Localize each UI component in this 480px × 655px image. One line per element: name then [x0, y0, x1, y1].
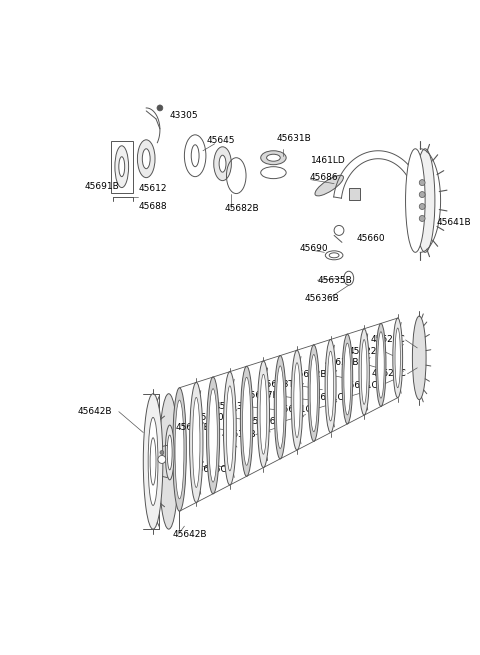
Text: 45632B: 45632B: [222, 430, 256, 439]
Text: 45633B: 45633B: [215, 402, 250, 411]
Ellipse shape: [142, 149, 150, 169]
Circle shape: [158, 455, 166, 464]
Ellipse shape: [148, 417, 158, 506]
Ellipse shape: [378, 331, 384, 398]
Text: 45626B: 45626B: [248, 417, 283, 426]
Ellipse shape: [406, 149, 425, 252]
Text: 45623T: 45623T: [261, 381, 295, 389]
Text: 45635B: 45635B: [317, 276, 352, 285]
Ellipse shape: [395, 328, 400, 388]
Circle shape: [334, 225, 344, 235]
Text: 45691B: 45691B: [84, 182, 120, 191]
Text: 45624C: 45624C: [370, 335, 405, 345]
Ellipse shape: [165, 425, 174, 480]
Ellipse shape: [260, 374, 267, 454]
Bar: [111, 141, 132, 193]
Ellipse shape: [294, 363, 300, 438]
Circle shape: [419, 204, 425, 210]
Text: 45686: 45686: [310, 173, 338, 182]
Text: 45622B: 45622B: [349, 347, 384, 356]
Text: 45622B: 45622B: [324, 358, 359, 367]
Text: 45627B: 45627B: [244, 391, 279, 400]
Text: 45631B: 45631B: [276, 134, 311, 143]
Ellipse shape: [361, 339, 367, 404]
Ellipse shape: [261, 151, 286, 164]
Ellipse shape: [257, 361, 270, 468]
Circle shape: [160, 451, 164, 455]
Bar: [349, 187, 360, 200]
Text: 45612: 45612: [138, 184, 167, 193]
Text: 45621C: 45621C: [310, 393, 344, 402]
Ellipse shape: [412, 316, 426, 400]
Text: 1461LD: 1461LD: [311, 156, 346, 165]
Ellipse shape: [175, 400, 184, 499]
Text: 45641B: 45641B: [437, 218, 471, 227]
Ellipse shape: [415, 149, 435, 252]
Ellipse shape: [173, 388, 186, 511]
Circle shape: [419, 179, 425, 185]
Text: 45625C: 45625C: [192, 465, 227, 474]
Ellipse shape: [214, 147, 231, 181]
Ellipse shape: [159, 394, 179, 529]
Text: 43305: 43305: [170, 111, 198, 121]
Ellipse shape: [310, 354, 317, 432]
Ellipse shape: [150, 438, 156, 485]
Ellipse shape: [327, 351, 334, 421]
Text: 45642B: 45642B: [173, 530, 207, 538]
Ellipse shape: [209, 388, 217, 482]
Ellipse shape: [315, 176, 344, 196]
Text: 45636B: 45636B: [305, 293, 339, 303]
Text: 45682B: 45682B: [225, 204, 259, 213]
Text: 45621C: 45621C: [344, 381, 379, 390]
Ellipse shape: [240, 366, 253, 476]
Text: 45637B: 45637B: [176, 423, 210, 432]
Ellipse shape: [308, 345, 319, 441]
Text: 45642B: 45642B: [78, 407, 112, 416]
Ellipse shape: [227, 386, 233, 471]
Ellipse shape: [274, 356, 286, 458]
Text: 45645: 45645: [207, 136, 235, 145]
Ellipse shape: [191, 145, 199, 166]
Text: 45690: 45690: [300, 244, 328, 253]
Circle shape: [157, 105, 163, 111]
Ellipse shape: [376, 324, 386, 407]
Ellipse shape: [192, 398, 200, 487]
Ellipse shape: [119, 157, 125, 177]
Text: 45688: 45688: [138, 202, 167, 211]
Text: 45650B: 45650B: [195, 413, 230, 422]
Ellipse shape: [242, 377, 251, 465]
Text: 45621C: 45621C: [277, 405, 312, 414]
Ellipse shape: [276, 366, 284, 449]
Ellipse shape: [190, 383, 203, 502]
Text: 45621C: 45621C: [372, 369, 406, 379]
Circle shape: [419, 191, 425, 198]
Ellipse shape: [342, 334, 353, 424]
Ellipse shape: [184, 135, 206, 177]
Ellipse shape: [393, 318, 403, 398]
Ellipse shape: [344, 343, 351, 415]
Ellipse shape: [115, 146, 129, 187]
Ellipse shape: [325, 339, 336, 433]
Ellipse shape: [329, 253, 339, 258]
Text: 45622B: 45622B: [293, 370, 327, 379]
Circle shape: [419, 215, 425, 221]
Ellipse shape: [266, 154, 280, 161]
Ellipse shape: [291, 350, 303, 450]
Ellipse shape: [359, 329, 369, 415]
Ellipse shape: [219, 155, 226, 172]
Text: 45660: 45660: [357, 234, 385, 243]
Ellipse shape: [144, 394, 163, 529]
Ellipse shape: [206, 377, 220, 494]
Ellipse shape: [224, 371, 236, 485]
Ellipse shape: [137, 140, 155, 178]
Ellipse shape: [167, 435, 172, 470]
